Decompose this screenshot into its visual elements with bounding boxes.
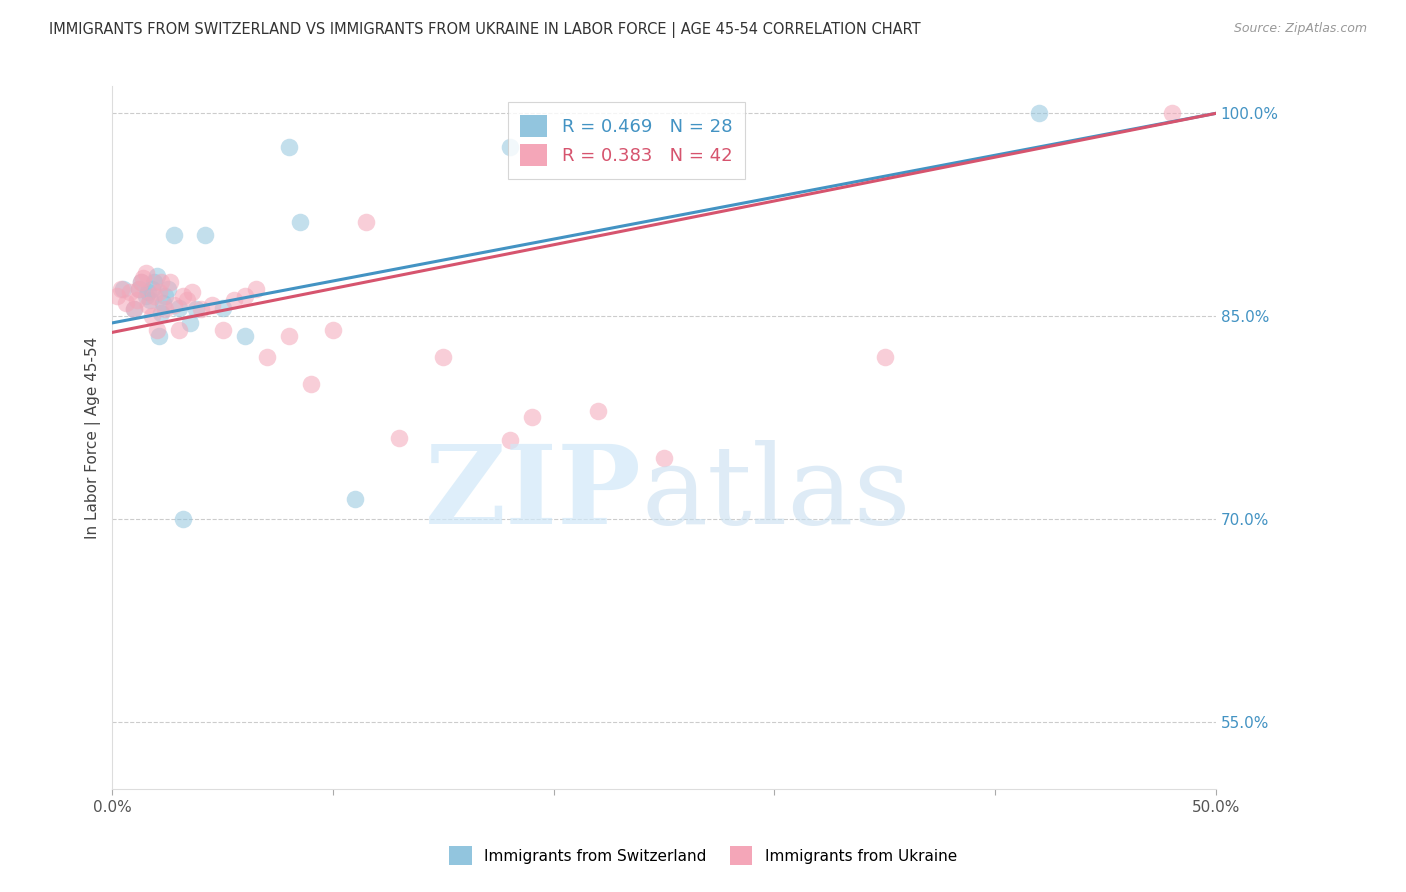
Point xyxy=(167,323,190,337)
Point xyxy=(245,282,267,296)
Point xyxy=(1028,106,1050,120)
Point xyxy=(322,323,344,337)
Point xyxy=(110,282,132,296)
Text: ZIP: ZIP xyxy=(425,441,643,548)
Point xyxy=(432,350,454,364)
Point xyxy=(125,293,148,307)
Point xyxy=(124,302,146,317)
Point xyxy=(134,266,156,280)
Point xyxy=(129,276,152,290)
Point xyxy=(132,271,155,285)
Point xyxy=(211,301,233,315)
Point xyxy=(145,323,167,337)
Point xyxy=(873,350,896,364)
Point xyxy=(194,227,217,242)
Point xyxy=(652,450,675,465)
Point xyxy=(120,285,142,299)
Point xyxy=(233,289,256,303)
Point xyxy=(222,293,245,307)
Legend: R = 0.469   N = 28, R = 0.383   N = 42: R = 0.469 N = 28, R = 0.383 N = 42 xyxy=(508,103,745,179)
Point xyxy=(288,214,311,228)
Point xyxy=(114,295,136,310)
Point xyxy=(233,329,256,343)
Point xyxy=(211,323,233,337)
Point xyxy=(134,289,156,303)
Point xyxy=(190,302,212,317)
Point xyxy=(143,289,166,303)
Point xyxy=(139,293,162,307)
Point xyxy=(141,282,163,296)
Point xyxy=(152,295,174,310)
Point xyxy=(128,282,150,296)
Text: IMMIGRANTS FROM SWITZERLAND VS IMMIGRANTS FROM UKRAINE IN LABOR FORCE | AGE 45-5: IMMIGRANTS FROM SWITZERLAND VS IMMIGRANT… xyxy=(49,22,921,38)
Point xyxy=(136,298,159,312)
Point xyxy=(186,302,208,317)
Point xyxy=(143,276,166,290)
Point xyxy=(201,298,224,312)
Point xyxy=(179,316,201,330)
Point xyxy=(277,140,299,154)
Legend: Immigrants from Switzerland, Immigrants from Ukraine: Immigrants from Switzerland, Immigrants … xyxy=(443,840,963,871)
Point xyxy=(129,276,152,290)
Point xyxy=(344,491,367,506)
Point xyxy=(159,276,181,290)
Point xyxy=(277,329,299,343)
Point xyxy=(176,293,198,307)
Point xyxy=(1160,106,1182,120)
Point xyxy=(149,276,172,290)
Point xyxy=(388,431,411,445)
Point xyxy=(112,282,135,296)
Point xyxy=(128,282,150,296)
Point xyxy=(520,410,543,425)
Text: Source: ZipAtlas.com: Source: ZipAtlas.com xyxy=(1233,22,1367,36)
Point xyxy=(167,301,190,315)
Point xyxy=(141,309,163,323)
Point xyxy=(156,282,179,296)
Point xyxy=(163,298,186,312)
Point xyxy=(145,268,167,283)
Point xyxy=(172,512,194,526)
Point xyxy=(256,350,278,364)
Point xyxy=(172,289,194,303)
Y-axis label: In Labor Force | Age 45-54: In Labor Force | Age 45-54 xyxy=(86,336,101,539)
Point xyxy=(586,403,609,417)
Point xyxy=(163,227,186,242)
Point xyxy=(136,285,159,299)
Point xyxy=(498,434,520,448)
Point xyxy=(180,285,202,299)
Point xyxy=(148,285,170,299)
Point xyxy=(149,306,172,320)
Point xyxy=(354,214,377,228)
Point xyxy=(105,289,128,303)
Point xyxy=(498,140,520,154)
Point xyxy=(124,302,146,317)
Point xyxy=(155,302,177,317)
Point xyxy=(148,329,170,343)
Point xyxy=(299,376,322,391)
Text: atlas: atlas xyxy=(643,441,911,548)
Point xyxy=(155,289,177,303)
